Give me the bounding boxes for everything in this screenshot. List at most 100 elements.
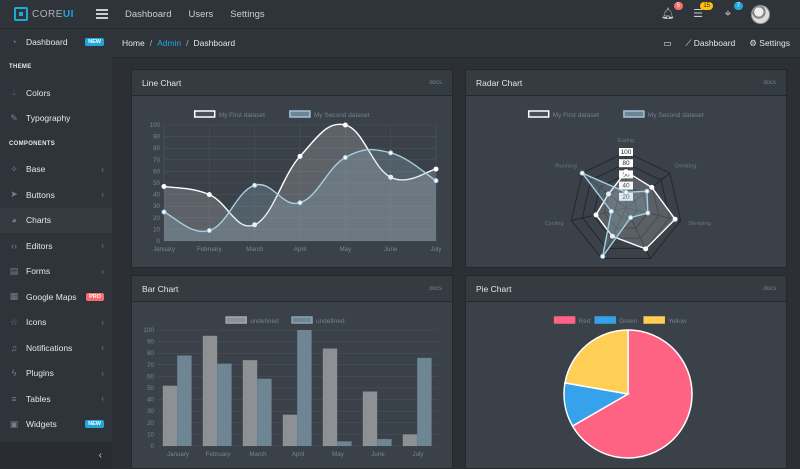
data-point — [297, 153, 303, 159]
top-nav: Dashboard Users Settings — [125, 9, 265, 20]
data-point — [628, 215, 634, 221]
topnav-settings[interactable]: Settings — [230, 8, 265, 20]
star-icon: ☆ — [9, 316, 19, 327]
sidebar-item-label: Forms — [26, 266, 51, 277]
r-tick-label: 20 — [622, 194, 630, 201]
breadcrumb-settings-link[interactable]: ⚙ Settings — [749, 38, 790, 49]
y-tick-label: 60 — [147, 373, 154, 380]
y-tick-label: 30 — [147, 408, 154, 415]
radar-ring — [581, 162, 671, 249]
radar-chart: My First dataset My Second dataset 20 40 60 8… — [527, 110, 711, 259]
bar — [162, 385, 178, 446]
sidebar-item-icons[interactable]: ☆ Icons ‹ — [0, 310, 112, 336]
topnav-dashboard[interactable]: Dashboard — [125, 8, 172, 20]
pie-chart: Red Green Yellow — [553, 316, 693, 459]
bell-icon[interactable]: 🔔︎ 5 — [661, 2, 683, 21]
sidebar-item-widgets[interactable]: ▣ Widgets NEW — [0, 412, 112, 438]
puzzle-icon: ✧ — [10, 163, 18, 174]
sidebar-item-dashboard[interactable]: ◔ Dashboard NEW — [0, 29, 112, 55]
sidebar-item-buttons[interactable]: ➤ Buttons ‹ — [0, 182, 112, 208]
energy-icon: ϟ — [11, 368, 17, 379]
location-icon[interactable]: ⌖ 7 — [721, 2, 743, 21]
speech-icon[interactable]: ▭ — [663, 37, 672, 48]
avatar[interactable] — [751, 4, 770, 24]
data-point — [649, 184, 655, 190]
speedometer-icon: ◔ — [11, 36, 17, 47]
r-tick-label: 40 — [622, 183, 630, 190]
radar-series — [595, 170, 677, 250]
sidebar-item-base[interactable]: ✧ Base ‹ — [0, 157, 112, 183]
legend-label: undefined — [250, 318, 279, 325]
data-point — [297, 200, 303, 206]
chevron-left-icon: ‹ — [101, 368, 104, 378]
data-point — [388, 174, 394, 180]
sidebar-item-forms[interactable]: ▤ Forms ‹ — [0, 259, 112, 285]
radar-ring — [614, 196, 638, 219]
list-icon[interactable]: ☰ 15 — [691, 2, 713, 21]
radar-ring — [592, 173, 660, 239]
sidebar-item-notifications[interactable]: ♫ Notifications ‹ — [0, 335, 112, 361]
topnav-users[interactable]: Users — [188, 8, 214, 20]
sidebar-item-colors[interactable]: 💧︎ Colors — [0, 80, 112, 106]
sidebar-item-charts[interactable]: ◕ Charts — [0, 207, 112, 233]
breadcrumb-separator: / — [186, 38, 189, 48]
sidebar-section-title: THEME — [9, 64, 32, 71]
bar-chart: undefined undefined 0 10 20 30 40 50 60 70 80 90 100… — [144, 316, 438, 458]
legend-swatch — [643, 316, 665, 324]
docs-link[interactable]: docs — [763, 285, 776, 292]
sidebar-item-label: Base — [26, 164, 46, 175]
legend-label: Yellow — [668, 318, 687, 325]
pencil-icon: ✎ — [10, 112, 18, 123]
data-point — [623, 189, 629, 195]
legend-label: My First dataset — [219, 112, 265, 119]
r-tick-label: 80 — [622, 160, 630, 167]
sidebar-item-label: Notifications — [26, 342, 73, 353]
data-point — [252, 182, 258, 188]
axis-label: Cycling — [545, 221, 564, 227]
sidebar-item-label: Icons — [26, 317, 47, 328]
breadcrumb-dashboard-link[interactable]: ⟋ Dashboard — [685, 38, 735, 49]
sidebar-item-plugins[interactable]: ϟ Plugins ‹ — [0, 361, 112, 387]
data-point — [161, 209, 167, 215]
legend-swatch — [289, 110, 311, 118]
data-point — [593, 212, 599, 218]
top-header: COREUI Dashboard Users Settings 🔔︎ 5 ☰ 15 … — [0, 0, 800, 29]
docs-link[interactable]: docs — [763, 79, 776, 86]
legend-swatch — [193, 110, 216, 118]
x-tick-label: May — [332, 451, 345, 458]
new-badge: NEW — [85, 37, 104, 46]
breadcrumb-home[interactable]: Home — [122, 38, 145, 48]
line-chart: My First dataset My Second dataset 0 10 20 30… — [150, 110, 442, 253]
sidebar-item-typography[interactable]: ✎ Typography — [0, 106, 112, 132]
data-point — [433, 166, 439, 172]
sidebar-item-label: Dashboard — [26, 36, 68, 47]
y-tick-label: 40 — [153, 192, 160, 199]
pie-chart-icon: ◕ — [11, 215, 17, 226]
data-point — [645, 210, 651, 216]
x-tick-label: January — [153, 246, 176, 253]
tick-backdrop — [619, 148, 633, 156]
sidebar-toggle-icon[interactable] — [96, 9, 108, 19]
new-badge: NEW — [85, 420, 104, 429]
data-point — [605, 191, 611, 197]
sidebar-item-tables[interactable]: ≡ Tables ‹ — [0, 386, 112, 412]
sidebar-minimizer[interactable]: ‹ — [0, 442, 112, 469]
brand[interactable]: COREUI — [0, 0, 112, 29]
docs-link[interactable]: docs — [429, 79, 442, 86]
y-tick-label: 70 — [147, 362, 154, 369]
docs-link[interactable]: docs — [429, 285, 442, 292]
note-icon: ▤ — [9, 265, 19, 276]
tick-backdrop — [619, 159, 633, 168]
bar-chart-card: Bar Chart docs undefined undefined 0 10 20 30 4… — [131, 275, 453, 469]
x-tick-label: April — [294, 246, 306, 253]
x-tick-label: February — [197, 246, 223, 253]
tick-backdrop — [619, 170, 633, 179]
bar — [402, 434, 418, 446]
breadcrumb-admin[interactable]: Admin — [157, 38, 182, 48]
y-tick-label: 30 — [153, 203, 160, 210]
sidebar-item-google-maps[interactable]: ▦ Google Maps PRO — [0, 284, 112, 310]
breadcrumb: Home / Admin / Dashboard ▭ ⟋ Dashboard ⚙… — [112, 29, 800, 58]
messages-badge: 7 — [733, 2, 743, 10]
x-tick-label: July — [430, 246, 442, 253]
sidebar-item-editors[interactable]: ‹› Editors ‹ — [0, 233, 112, 259]
